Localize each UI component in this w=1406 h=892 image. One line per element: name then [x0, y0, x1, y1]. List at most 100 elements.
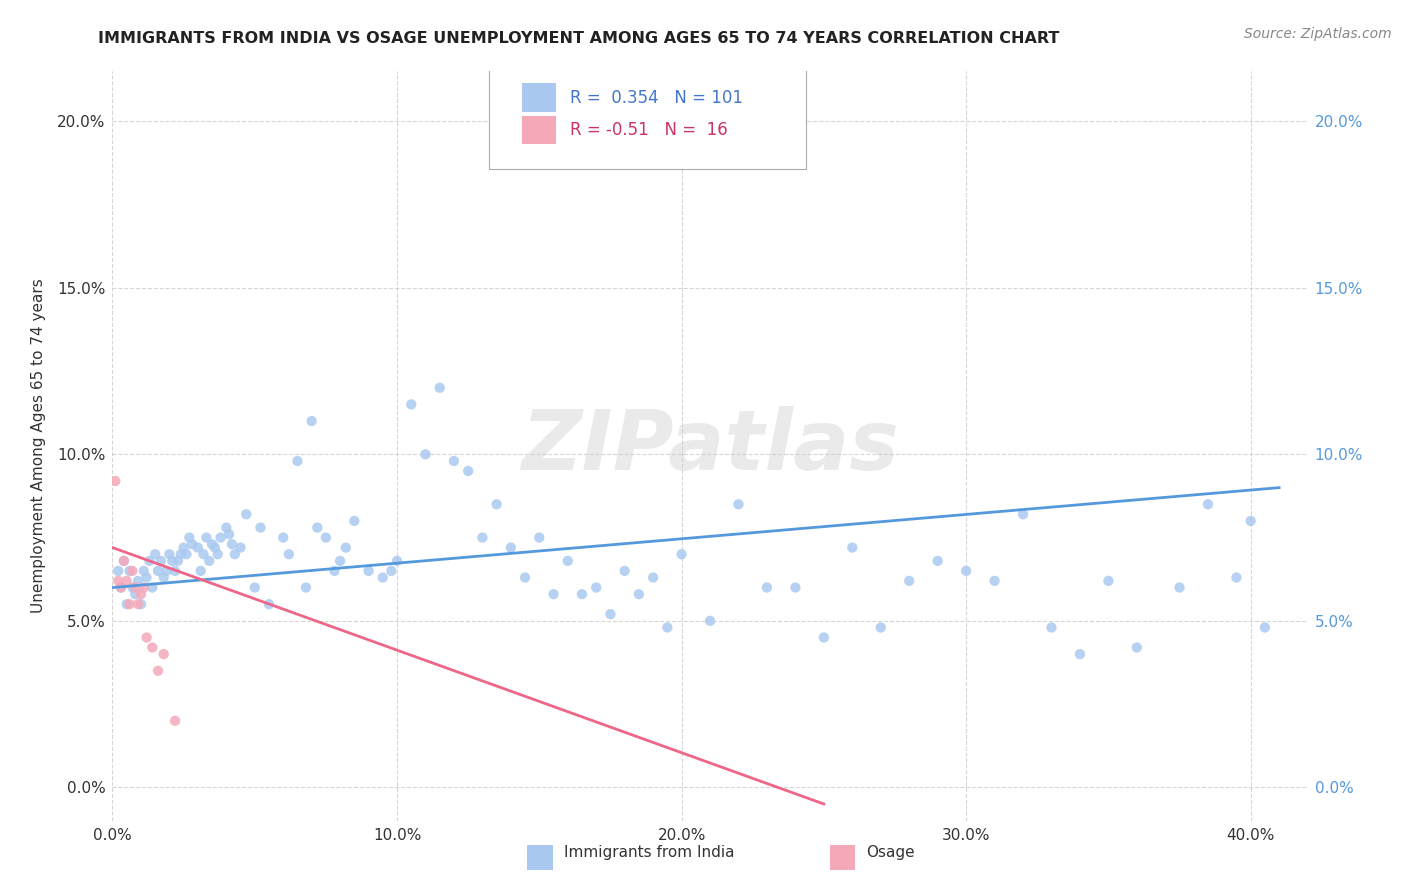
- Point: [287, 454, 309, 468]
- Point: [201, 537, 224, 551]
- Point: [257, 597, 280, 611]
- Point: [110, 581, 132, 595]
- Point: [195, 531, 218, 545]
- Point: [1069, 647, 1091, 661]
- Point: [1240, 514, 1263, 528]
- Point: [152, 647, 174, 661]
- Point: [115, 574, 138, 588]
- Point: [380, 564, 402, 578]
- Point: [841, 541, 863, 555]
- Text: R =  0.354   N = 101: R = 0.354 N = 101: [571, 88, 744, 106]
- Point: [443, 454, 465, 468]
- Point: [135, 570, 157, 584]
- Point: [1126, 640, 1149, 655]
- Point: [121, 564, 143, 578]
- Point: [118, 564, 141, 578]
- Point: [243, 581, 266, 595]
- Point: [207, 547, 229, 561]
- Point: [190, 564, 212, 578]
- Text: Immigrants from India: Immigrants from India: [564, 846, 734, 860]
- Point: [301, 414, 323, 428]
- Point: [187, 541, 209, 555]
- Point: [295, 581, 318, 595]
- Point: [176, 547, 198, 561]
- Point: [557, 554, 579, 568]
- Point: [329, 554, 352, 568]
- Point: [162, 554, 183, 568]
- Point: [235, 508, 257, 522]
- Point: [249, 520, 271, 534]
- Point: [529, 531, 551, 545]
- Point: [385, 554, 408, 568]
- Point: [181, 537, 204, 551]
- Text: Osage: Osage: [866, 846, 915, 860]
- Point: [132, 564, 155, 578]
- Bar: [523, 116, 555, 144]
- Text: ZIPatlas: ZIPatlas: [522, 406, 898, 486]
- Point: [898, 574, 921, 588]
- Point: [785, 581, 807, 595]
- Point: [927, 554, 949, 568]
- Point: [1012, 508, 1035, 522]
- Point: [1097, 574, 1119, 588]
- Point: [165, 564, 187, 578]
- Point: [165, 714, 187, 728]
- Point: [813, 631, 835, 645]
- Point: [152, 570, 174, 584]
- Point: [869, 620, 891, 634]
- Point: [1197, 497, 1219, 511]
- FancyBboxPatch shape: [489, 68, 806, 169]
- Point: [457, 464, 479, 478]
- Point: [671, 547, 693, 561]
- Point: [599, 607, 621, 622]
- Point: [204, 541, 226, 555]
- Point: [415, 447, 437, 461]
- Point: [104, 474, 127, 488]
- Point: [627, 587, 650, 601]
- Point: [155, 564, 177, 578]
- Point: [115, 597, 138, 611]
- Point: [221, 537, 243, 551]
- Point: [585, 581, 607, 595]
- Point: [146, 664, 169, 678]
- Point: [1168, 581, 1191, 595]
- Point: [121, 581, 143, 595]
- Text: Source: ZipAtlas.com: Source: ZipAtlas.com: [1244, 27, 1392, 41]
- Point: [118, 597, 141, 611]
- Text: R = -0.51   N =  16: R = -0.51 N = 16: [571, 120, 728, 139]
- Point: [179, 531, 201, 545]
- Point: [571, 587, 593, 601]
- Point: [499, 541, 522, 555]
- Point: [112, 554, 135, 568]
- Point: [143, 547, 166, 561]
- Point: [107, 574, 129, 588]
- Point: [135, 631, 157, 645]
- Point: [218, 527, 240, 541]
- Point: [124, 587, 146, 601]
- Point: [335, 541, 357, 555]
- Point: [173, 541, 195, 555]
- Point: [149, 554, 172, 568]
- Point: [485, 497, 508, 511]
- Point: [193, 547, 215, 561]
- Point: [643, 570, 665, 584]
- Point: [141, 640, 163, 655]
- Point: [277, 547, 299, 561]
- Point: [110, 581, 132, 595]
- Point: [132, 581, 155, 595]
- Point: [307, 520, 329, 534]
- Point: [727, 497, 749, 511]
- Point: [357, 564, 380, 578]
- Point: [138, 554, 160, 568]
- Point: [657, 620, 679, 634]
- Point: [146, 564, 169, 578]
- Point: [129, 587, 152, 601]
- Point: [1040, 620, 1063, 634]
- Point: [755, 581, 778, 595]
- Point: [129, 597, 152, 611]
- Point: [157, 547, 180, 561]
- Point: [429, 381, 451, 395]
- Point: [471, 531, 494, 545]
- Point: [401, 397, 423, 411]
- Point: [124, 581, 146, 595]
